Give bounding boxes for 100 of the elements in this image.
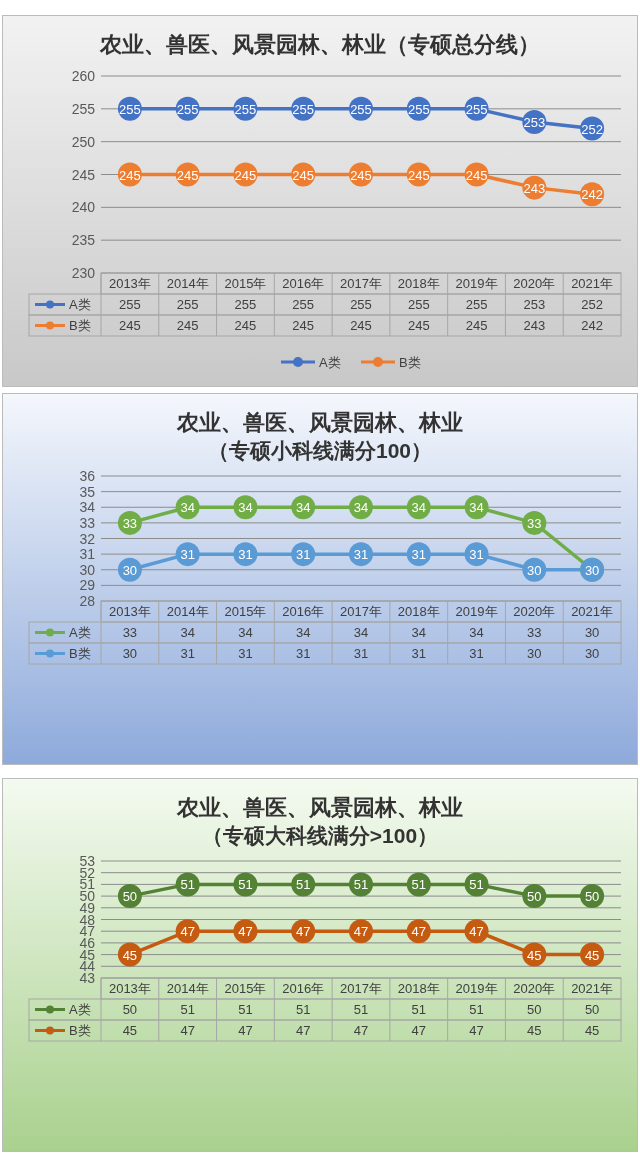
data-label: 47	[469, 1023, 484, 1038]
x-tick-label: 2021年	[571, 276, 614, 291]
annotation: 255	[292, 101, 315, 117]
y-tick-label: 34	[79, 499, 96, 516]
x-tick-label: 2019年	[455, 604, 498, 619]
data-label: 245	[234, 318, 257, 333]
y-tick-label: 245	[71, 166, 96, 183]
data-label: 51	[353, 1002, 369, 1017]
x-tick-label: 2016年	[282, 981, 325, 996]
data-label: 255	[234, 297, 257, 312]
legend-label: B类	[69, 318, 91, 333]
annotation: 34	[469, 500, 484, 516]
y-tick-label: 36	[79, 468, 96, 484]
legend-label: A类	[69, 625, 91, 640]
y-tick-label: 35	[79, 483, 96, 500]
data-label: 51	[238, 1002, 253, 1017]
text: A类	[319, 355, 341, 370]
annotation: 245	[407, 167, 430, 183]
annotation: 51	[469, 877, 484, 893]
x-tick-label: 2021年	[571, 981, 614, 996]
annotation: 34	[238, 500, 253, 516]
data-label: 34	[411, 625, 427, 640]
data-label: 34	[469, 625, 484, 640]
data-label: 47	[353, 1023, 369, 1038]
data-label: 47	[295, 1023, 311, 1038]
annotation: 245	[234, 167, 257, 183]
annotation: 255	[350, 101, 372, 117]
annotation: 51	[180, 877, 195, 893]
data-label: 34	[353, 625, 369, 640]
data-label: 255	[119, 297, 141, 312]
chart-title: 农业、兽医、风景园林、林业	[176, 410, 463, 435]
data-label: 255	[465, 297, 488, 312]
data-label: 50	[584, 1002, 600, 1017]
y-tick-label: 30	[79, 561, 96, 578]
data-label: 31	[411, 646, 427, 661]
y-tick-label: 28	[79, 593, 96, 609]
legend-label: A类	[69, 297, 91, 312]
annotation: 47	[295, 924, 311, 940]
annotation: 30	[122, 562, 138, 578]
x-tick-label: 2015年	[224, 981, 267, 996]
annotation: 50	[584, 889, 600, 905]
x-tick-label: 2014年	[166, 981, 209, 996]
y-tick-label: 32	[79, 530, 96, 547]
data-label: 51	[411, 1002, 427, 1017]
data-label: 34	[295, 625, 311, 640]
x-tick-label: 2020年	[513, 981, 556, 996]
annotation: 242	[581, 187, 603, 203]
data-label: 31	[469, 646, 484, 661]
data-label: 31	[238, 646, 253, 661]
data-label: 255	[350, 297, 372, 312]
x-tick-label: 2015年	[224, 276, 267, 291]
annotation: 51	[353, 877, 369, 893]
data-label: 34	[180, 625, 195, 640]
annotation: 33	[122, 515, 138, 531]
data-label: 45	[584, 1023, 600, 1038]
chart-title: 农业、兽医、风景园林、林业	[176, 795, 463, 820]
y-tick-label: 43	[79, 970, 96, 986]
x-tick-label: 2017年	[340, 604, 382, 619]
data-label: 33	[122, 625, 138, 640]
y-tick-label: 33	[79, 514, 96, 531]
data-label: 34	[238, 625, 253, 640]
y-tick-label: 53	[79, 853, 96, 869]
chart-title: 农业、兽医、风景园林、林业（专硕总分线）	[99, 32, 540, 57]
chart-subtitle: （专硕大科线满分>100）	[201, 824, 439, 847]
data-label: 47	[238, 1023, 253, 1038]
annotation: 245	[350, 167, 372, 183]
annotation: 45	[122, 947, 138, 963]
x-tick-label: 2018年	[397, 981, 440, 996]
legend-label: A类	[69, 1002, 91, 1017]
data-label: 47	[180, 1023, 195, 1038]
annotation: 51	[295, 877, 311, 893]
data-label: 51	[295, 1002, 311, 1017]
x-tick-label: 2021年	[571, 604, 614, 619]
text: B类	[399, 355, 421, 370]
annotation: 255	[176, 101, 199, 117]
annotation: 245	[465, 167, 488, 183]
data-label: 245	[407, 318, 430, 333]
x-tick-label: 2020年	[513, 604, 556, 619]
annotation: 47	[353, 924, 369, 940]
y-tick-label: 235	[71, 232, 96, 249]
x-tick-label: 2013年	[108, 981, 151, 996]
y-tick-label: 240	[71, 199, 96, 216]
annotation: 34	[180, 500, 195, 516]
x-tick-label: 2018年	[397, 276, 440, 291]
data-label: 255	[176, 297, 199, 312]
data-label: 50	[122, 1002, 138, 1017]
x-tick-label: 2019年	[455, 276, 498, 291]
x-tick-label: 2017年	[340, 276, 382, 291]
data-label: 253	[523, 297, 546, 312]
annotation: 34	[295, 500, 311, 516]
data-label: 252	[581, 297, 603, 312]
annotation: 255	[119, 101, 141, 117]
data-label: 50	[527, 1002, 542, 1017]
x-tick-label: 2016年	[282, 604, 325, 619]
annotation: 31	[411, 547, 427, 563]
x-tick-label: 2019年	[455, 981, 498, 996]
annotation: 34	[353, 500, 369, 516]
annotation: 50	[527, 889, 542, 905]
x-tick-label: 2017年	[340, 981, 382, 996]
data-label: 245	[176, 318, 199, 333]
